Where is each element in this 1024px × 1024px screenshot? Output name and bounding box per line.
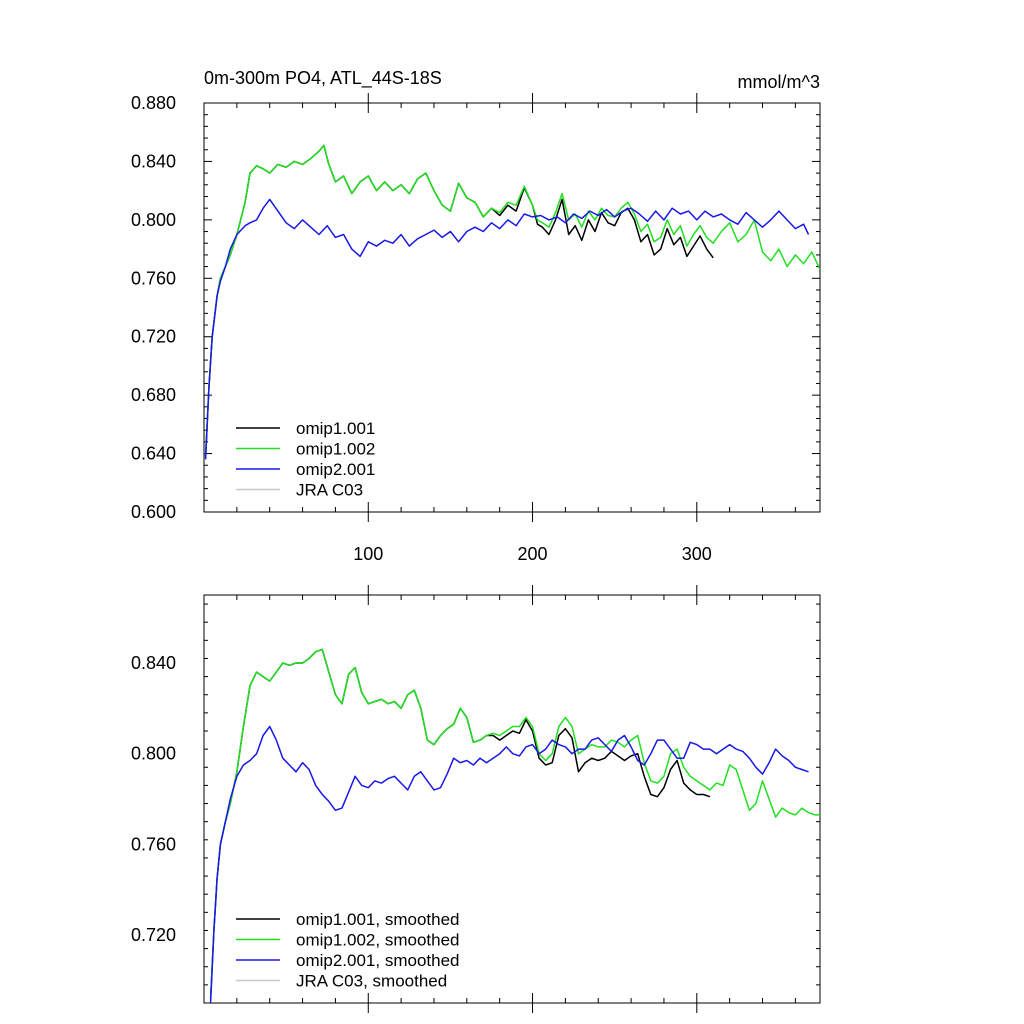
legend-label: JRA C03: [296, 481, 363, 500]
y-tick-label: 0.760: [131, 834, 176, 854]
bottom-panel: 0.720 0.760 0.800 0.840 omip1.001, smoothed o…: [131, 585, 821, 1013]
y-tick-label: 0.840: [131, 151, 176, 171]
units-label: mmol/m^3: [738, 72, 820, 92]
y-tick-label: 0.760: [131, 268, 176, 288]
legend-label: omip1.001: [296, 419, 375, 438]
legend-label: omip1.002: [296, 440, 375, 459]
top-panel: 0.600 0.640 0.680 0.720 0.760 0.800 0.840 0.880…: [131, 93, 821, 564]
legend-label: omip1.002, smoothed: [296, 931, 460, 950]
panel-title: 0m-300m PO4, ATL_44S-18S: [204, 68, 442, 89]
y-tick-label: 0.800: [131, 210, 176, 230]
y-tick-label: 0.840: [131, 653, 176, 673]
y-tick-label: 0.640: [131, 444, 176, 464]
y-tick-label: 0.600: [131, 502, 176, 522]
x-tick-label: 100: [353, 544, 383, 564]
y-tick-label: 0.880: [131, 93, 176, 113]
y-tick-label: 0.680: [131, 385, 176, 405]
series-line-2: [209, 725, 809, 1003]
series-line-1: [209, 648, 820, 999]
series-group: [209, 648, 820, 1003]
y-tick-label: 0.720: [131, 925, 176, 945]
series-line-1: [204, 144, 820, 457]
legend-label: omip1.001, smoothed: [296, 910, 460, 929]
legend-label: omip2.001, smoothed: [296, 951, 460, 970]
series-line-2: [204, 198, 810, 460]
legend-label: omip2.001: [296, 460, 375, 479]
x-tick-label: 300: [682, 544, 712, 564]
series-line-0: [209, 648, 711, 999]
plot-frame: [203, 594, 821, 1004]
legend-label: JRA C03, smoothed: [296, 972, 447, 991]
series-group: [204, 144, 820, 460]
plot-frame: [203, 102, 821, 513]
y-tick-label: 0.800: [131, 744, 176, 764]
x-tick-label: 200: [518, 544, 548, 564]
series-line-0: [204, 144, 714, 457]
y-tick-label: 0.720: [131, 327, 176, 347]
